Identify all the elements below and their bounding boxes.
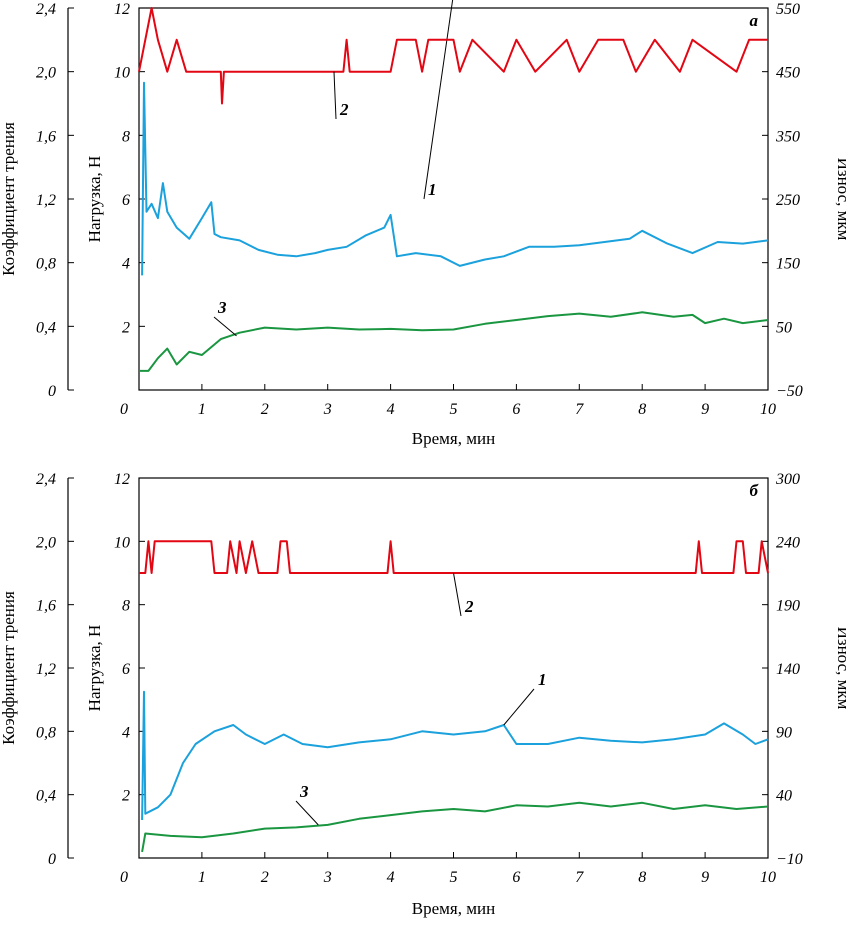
x-tick-label: 10 [760, 401, 776, 418]
x-tick-label: 3 [323, 401, 332, 418]
wear-axis-label: Износ, мкм [834, 158, 846, 241]
wear-tick-label: 140 [776, 661, 800, 678]
load-tick-label: 6 [122, 192, 130, 209]
curve-label-leader [503, 688, 535, 726]
friction-tick-label: 2,4 [36, 471, 56, 488]
friction-axis-label: Коэффициент трения [0, 122, 18, 276]
panel-a: 00,40,81,21,62,02,424681012−505015025035… [0, 0, 846, 448]
x-tick-label: 7 [575, 869, 584, 886]
wear-tick-label: 50 [776, 319, 792, 336]
curve-label-leader [295, 800, 319, 826]
friction-tick-label: 0 [48, 851, 56, 868]
load-tick-label: 2 [122, 788, 130, 805]
friction-tick-label: 2,0 [36, 534, 56, 551]
x-tick-label: 9 [701, 869, 709, 886]
x-tick-label: 5 [450, 869, 458, 886]
load-tick-label: 4 [122, 724, 130, 741]
friction-axis-label: Коэффициент трения [0, 591, 18, 745]
wear-tick-label: 300 [775, 471, 800, 488]
friction-series-line [141, 81, 769, 276]
x-tick-label: 9 [701, 401, 709, 418]
x-tick-label: 0 [120, 869, 128, 886]
friction-tick-label: 0 [48, 383, 56, 400]
load-tick-label: 10 [114, 65, 130, 82]
panel-letter: б [750, 481, 760, 500]
curve-label-leader [333, 71, 337, 120]
load-axis-label: Нагрузка, Н [85, 625, 104, 712]
curve-label-leader [213, 316, 237, 337]
curve-number-label: 1 [538, 670, 547, 689]
load-tick-label: 10 [114, 534, 130, 551]
curve-number-label: 2 [339, 100, 349, 119]
curve-number-label: 3 [217, 298, 227, 317]
friction-series-line [141, 690, 769, 821]
x-axis-label: Время, мин [412, 429, 495, 448]
friction-tick-label: 2,0 [36, 65, 56, 82]
load-tick-label: 8 [122, 128, 130, 145]
load-tick-label: 2 [122, 319, 130, 336]
x-tick-label: 8 [638, 401, 646, 418]
friction-tick-label: 0,8 [36, 724, 56, 741]
wear-tick-label: 450 [776, 65, 800, 82]
wear-series-line [139, 311, 769, 372]
wear-tick-label: −10 [776, 851, 803, 868]
panel-b: 00,40,81,21,62,02,424681012−104090140190… [0, 471, 846, 918]
curve-number-label: 3 [299, 782, 309, 801]
x-tick-label: 1 [198, 401, 206, 418]
x-tick-label: 7 [575, 401, 584, 418]
friction-tick-label: 0,8 [36, 256, 56, 273]
wear-tick-label: 250 [776, 192, 800, 209]
wear-tick-label: 90 [776, 724, 792, 741]
curve-number-label: 2 [464, 597, 474, 616]
x-tick-label: 6 [512, 869, 520, 886]
friction-tick-label: 2,4 [36, 1, 56, 18]
load-series-line [139, 540, 769, 574]
wear-series-line [141, 801, 769, 853]
wear-tick-label: 350 [775, 128, 800, 145]
wear-tick-label: 40 [776, 788, 792, 805]
x-tick-label: 2 [261, 401, 269, 418]
friction-tick-label: 0,4 [36, 319, 56, 336]
wear-tick-label: 550 [776, 1, 800, 18]
plot-frame [138, 477, 769, 859]
friction-tick-label: 1,2 [36, 661, 56, 678]
wear-axis-label: Износ, мкм [834, 627, 846, 710]
load-tick-label: 12 [114, 1, 130, 18]
wear-tick-label: 240 [776, 534, 800, 551]
wear-tick-label: −50 [776, 383, 803, 400]
x-tick-label: 4 [387, 869, 395, 886]
friction-tick-label: 1,2 [36, 192, 56, 209]
load-axis-label: Нагрузка, Н [85, 156, 104, 243]
x-tick-label: 10 [760, 869, 776, 886]
x-axis-label: Время, мин [412, 899, 495, 918]
friction-tick-label: 1,6 [36, 128, 56, 145]
wear-tick-label: 190 [776, 598, 800, 615]
friction-tick-label: 0,4 [36, 788, 56, 805]
x-tick-label: 5 [450, 401, 458, 418]
x-tick-label: 8 [638, 869, 646, 886]
load-series-line [138, 7, 768, 105]
x-tick-label: 0 [120, 401, 128, 418]
x-tick-label: 6 [512, 401, 520, 418]
x-tick-label: 4 [387, 401, 395, 418]
load-tick-label: 4 [122, 256, 130, 273]
load-tick-label: 12 [114, 471, 130, 488]
x-tick-label: 2 [261, 869, 269, 886]
x-tick-label: 1 [198, 869, 206, 886]
curve-label-leader [423, 0, 454, 200]
wear-tick-label: 150 [776, 256, 800, 273]
load-tick-label: 6 [122, 661, 130, 678]
panel-letter: а [750, 11, 759, 30]
curve-label-leader [453, 572, 462, 617]
load-tick-label: 8 [122, 598, 130, 615]
friction-tick-label: 1,6 [36, 598, 56, 615]
x-tick-label: 3 [323, 869, 332, 886]
curve-number-label: 1 [428, 180, 437, 199]
